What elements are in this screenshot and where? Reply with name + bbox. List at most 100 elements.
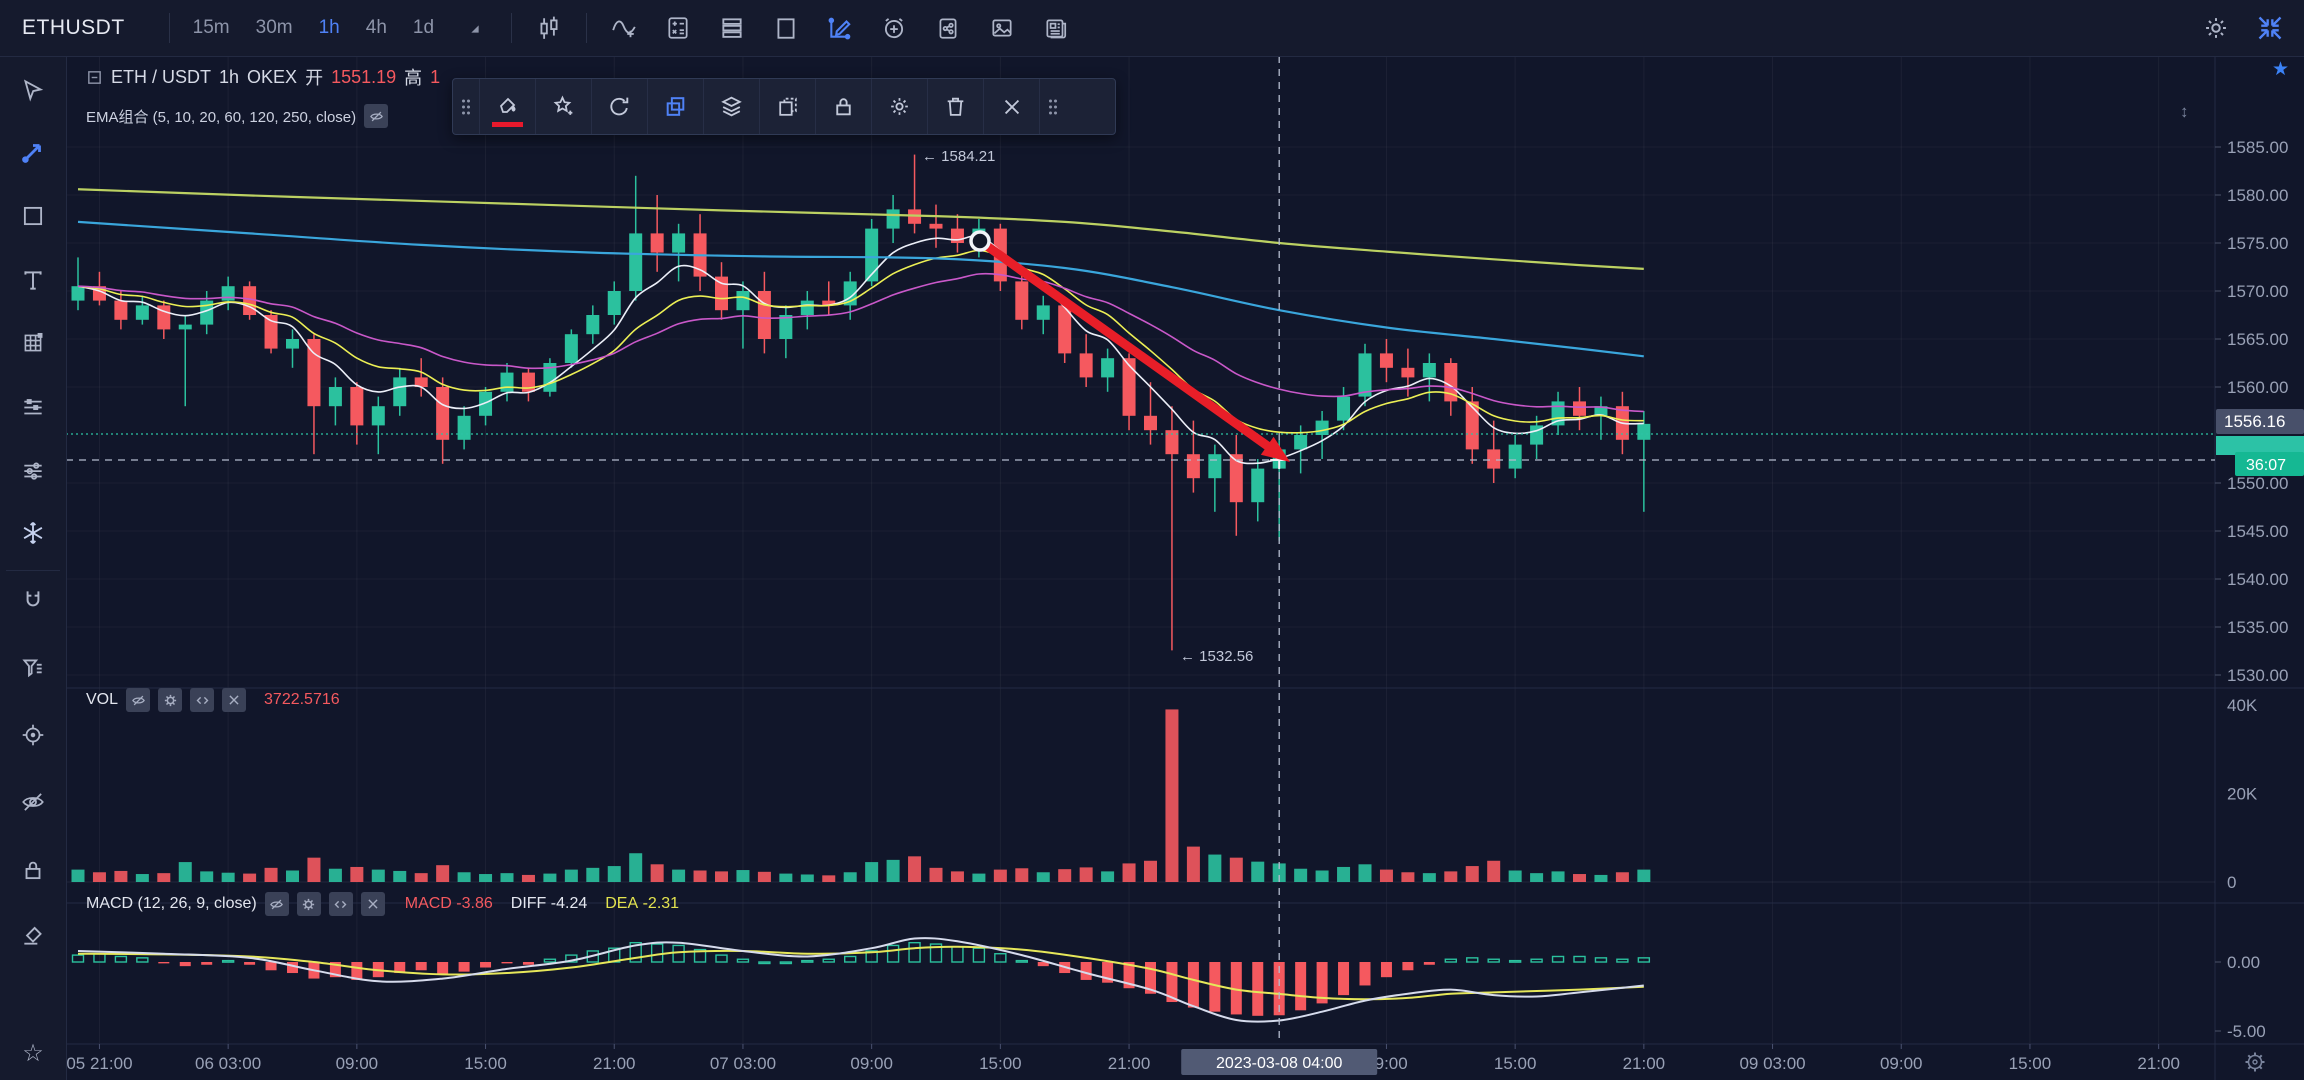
svg-text:1575.00: 1575.00 bbox=[2227, 234, 2288, 253]
svg-text:15:00: 15:00 bbox=[979, 1054, 1022, 1073]
macd-settings-gear-icon[interactable] bbox=[296, 892, 321, 916]
timeframe-30m[interactable]: 30m bbox=[255, 17, 293, 38]
macd-hide-eye-icon[interactable] bbox=[264, 892, 289, 916]
eraser-icon[interactable] bbox=[13, 915, 53, 955]
chart-type-candles-icon[interactable] bbox=[528, 8, 570, 48]
close-toolbar-button[interactable] bbox=[983, 79, 1039, 134]
settings-gear-icon[interactable] bbox=[2202, 14, 2230, 42]
timeframe-dropdown-icon[interactable] bbox=[453, 8, 495, 48]
snapshot-image-icon[interactable] bbox=[981, 8, 1023, 48]
add-indicator-icon[interactable] bbox=[603, 8, 645, 48]
grid-tool-icon[interactable] bbox=[13, 323, 53, 363]
chart-canvas[interactable]: ← 1584.21 ← 1532.56 1585.00 1580.00 1575.00 1… bbox=[66, 56, 2304, 1080]
filter-funnel-icon[interactable] bbox=[13, 648, 53, 688]
trend-line-tool-icon[interactable] bbox=[13, 132, 53, 172]
vol-value: 3722.5716 bbox=[264, 691, 340, 708]
timeframe-1h[interactable]: 1h bbox=[318, 17, 340, 38]
shape-tool-icon[interactable] bbox=[13, 196, 53, 236]
line-color-button[interactable] bbox=[479, 79, 535, 134]
exit-fullscreen-icon[interactable] bbox=[2256, 14, 2284, 42]
ema-legend-text: EMA组合 (5, 10, 20, 60, 120, 250, close) bbox=[86, 108, 357, 126]
symbol-selector[interactable]: ETHUSDT bbox=[22, 16, 125, 39]
cursor-tool-icon[interactable] bbox=[13, 70, 53, 110]
svg-text:21:00: 21:00 bbox=[1108, 1054, 1151, 1073]
crosshair-time-badge bbox=[1181, 1049, 1378, 1075]
svg-text:21:00: 21:00 bbox=[1623, 1054, 1666, 1073]
layout-single-icon[interactable] bbox=[765, 8, 807, 48]
vol-code-icon[interactable] bbox=[190, 688, 215, 712]
ohlc-header: ETH / USDT 1h OKEX 开 1551.19 高 1 bbox=[86, 64, 440, 90]
high-label: 高 bbox=[404, 68, 423, 88]
svg-text:21:00: 21:00 bbox=[593, 1054, 636, 1073]
svg-text:1540.00: 1540.00 bbox=[2227, 570, 2288, 589]
svg-text:21:00: 21:00 bbox=[2137, 1054, 2180, 1073]
vol-settings-gear-icon[interactable] bbox=[158, 688, 183, 712]
news-icon[interactable] bbox=[1035, 8, 1077, 48]
vol-close-icon[interactable] bbox=[222, 688, 247, 712]
svg-text:15:00: 15:00 bbox=[464, 1054, 507, 1073]
crosshair-target-icon[interactable] bbox=[13, 715, 53, 755]
svg-text:06 03:00: 06 03:00 bbox=[195, 1054, 261, 1073]
hide-drawings-eye-icon[interactable] bbox=[13, 782, 53, 822]
calculator-icon[interactable] bbox=[657, 8, 699, 48]
magnet-icon[interactable] bbox=[13, 580, 53, 620]
favorite-drawing-button[interactable] bbox=[535, 79, 591, 134]
reapply-drawing-button[interactable] bbox=[591, 79, 647, 134]
svg-text:1530.00: 1530.00 bbox=[2227, 666, 2288, 685]
macd-legend: MACD (12, 26, 9, close) MACD -3.86 DIFF … bbox=[86, 892, 679, 916]
topbar-right-group bbox=[2202, 14, 2304, 42]
dea-value: DEA -2.31 bbox=[605, 895, 680, 912]
timeframe-4h[interactable]: 4h bbox=[365, 17, 387, 38]
macd-lines bbox=[77, 937, 1644, 1023]
layout-rows-icon[interactable] bbox=[711, 8, 753, 48]
svg-text:← 1532.56: ← 1532.56 bbox=[1180, 648, 1253, 665]
time-axis-settings-gear-icon[interactable] bbox=[2245, 1052, 2265, 1072]
timeframe-15m[interactable]: 15m bbox=[192, 17, 230, 38]
watchlist-star-icon[interactable]: ☆ bbox=[22, 1039, 44, 1067]
trend-arrow-drawing[interactable] bbox=[969, 230, 1290, 462]
layer-order-button[interactable] bbox=[703, 79, 759, 134]
vol-hide-eye-icon[interactable] bbox=[126, 688, 151, 712]
arrow-start-handle[interactable] bbox=[969, 230, 991, 252]
timeframe-1d[interactable]: 1d bbox=[412, 17, 435, 38]
svg-text:1545.00: 1545.00 bbox=[2227, 522, 2288, 541]
toolbar-drag-handle[interactable] bbox=[1039, 79, 1066, 134]
scale-drag-icon[interactable]: ↕ bbox=[2180, 102, 2189, 121]
toolbar-drag-handle[interactable] bbox=[453, 79, 479, 134]
share-icon[interactable] bbox=[927, 8, 969, 48]
favorite-star-icon[interactable]: ★ bbox=[2272, 59, 2290, 80]
svg-text:09:00: 09:00 bbox=[1880, 1054, 1923, 1073]
axis-badges: 1556.16 36:07 bbox=[2216, 409, 2304, 476]
lock-drawing-button[interactable] bbox=[815, 79, 871, 134]
clone-drawing-button[interactable] bbox=[647, 79, 703, 134]
pair-name: ETH / USDT bbox=[111, 66, 212, 87]
macd-code-icon[interactable] bbox=[328, 892, 353, 916]
svg-text:09:00: 09:00 bbox=[850, 1054, 893, 1073]
collapse-legend-icon[interactable] bbox=[86, 69, 103, 86]
text-tool-icon[interactable] bbox=[13, 260, 53, 300]
volume-bars bbox=[71, 709, 1651, 882]
line-settings-icon[interactable] bbox=[13, 387, 53, 427]
open-label: 开 bbox=[305, 68, 324, 88]
duplicate-button[interactable] bbox=[759, 79, 815, 134]
sidebar-divider bbox=[6, 570, 60, 571]
candles bbox=[71, 154, 1651, 651]
freeze-snowflake-icon[interactable] bbox=[13, 513, 53, 553]
draw-tools-icon[interactable] bbox=[819, 8, 861, 48]
ema-hide-eye-icon[interactable] bbox=[364, 104, 389, 128]
divider bbox=[586, 13, 588, 43]
time-axis: 05 21:00 06 03:00 09:00 15:00 21:00 07 03:00 0… bbox=[66, 1044, 2180, 1075]
open-value: 1551.19 bbox=[331, 66, 397, 87]
alert-icon[interactable] bbox=[873, 8, 915, 48]
pane-separators bbox=[66, 56, 2304, 1080]
delete-drawing-button[interactable] bbox=[927, 79, 983, 134]
price-axis: 1585.00 1580.00 1575.00 1570.00 1565.00 1560.… bbox=[2215, 138, 2288, 1041]
lock-drawings-icon[interactable] bbox=[13, 850, 53, 890]
svg-text:1556.16: 1556.16 bbox=[2224, 412, 2285, 431]
svg-text:05 21:00: 05 21:00 bbox=[66, 1054, 132, 1073]
tune-sliders-icon[interactable] bbox=[13, 450, 53, 490]
drawing-settings-button[interactable] bbox=[871, 79, 927, 134]
volume-legend: VOL 3722.5716 bbox=[86, 688, 340, 712]
macd-close-icon[interactable] bbox=[360, 892, 385, 916]
